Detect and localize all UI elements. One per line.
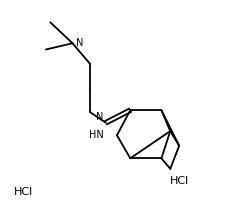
Text: N: N: [76, 38, 83, 48]
Text: HN: HN: [89, 130, 104, 140]
Text: N: N: [96, 112, 103, 122]
Text: HCl: HCl: [14, 187, 33, 197]
Text: HCl: HCl: [170, 176, 189, 186]
